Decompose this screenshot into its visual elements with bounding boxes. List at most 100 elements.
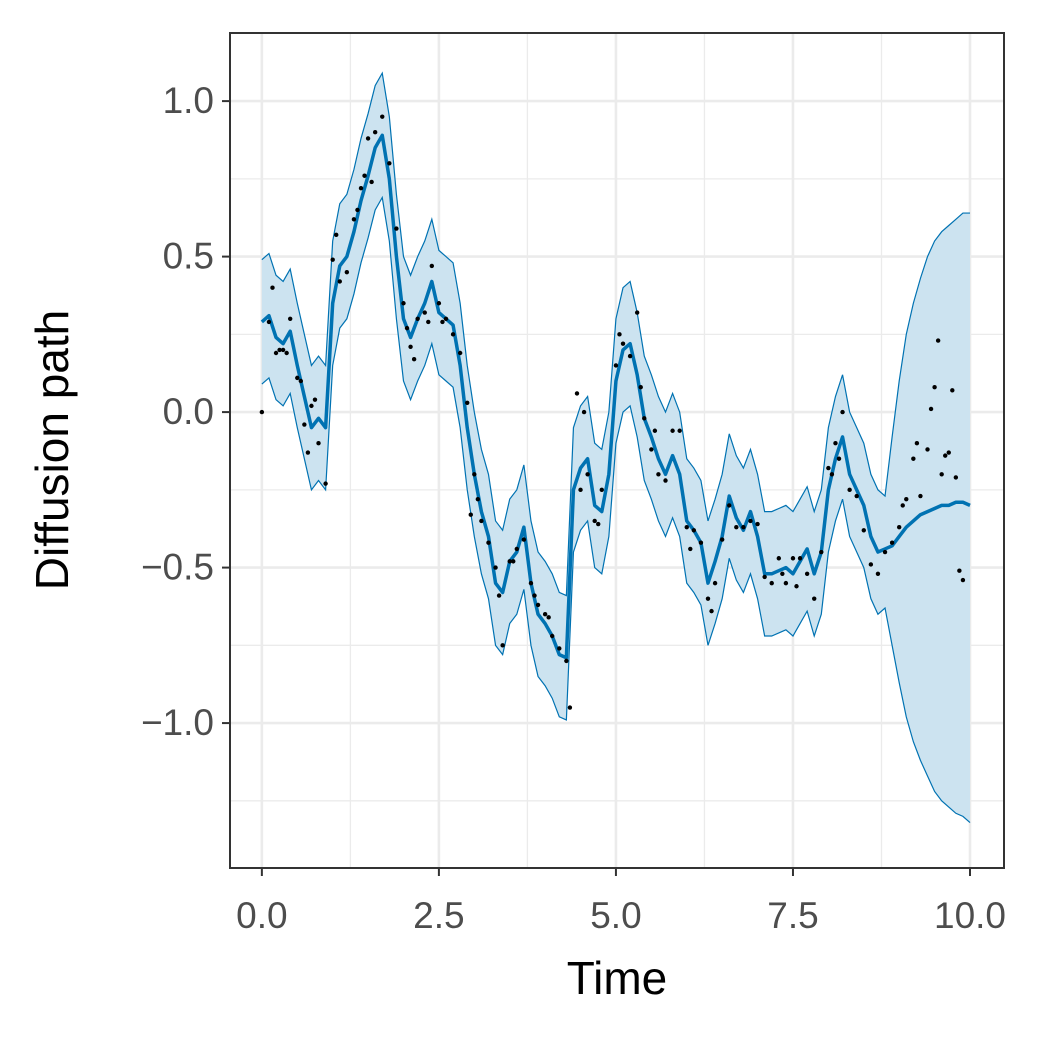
observation-point (904, 496, 909, 502)
observation-point (776, 556, 782, 561)
y-axis-title: Diffusion path (26, 310, 78, 590)
observation-point (472, 472, 477, 477)
observation-point (960, 577, 966, 583)
observation-point (684, 524, 689, 530)
observation-point (663, 478, 668, 483)
observation-point (957, 568, 962, 573)
observation-point (755, 521, 760, 527)
observation-point (642, 416, 647, 421)
observation-point (620, 341, 626, 346)
observation-point (351, 217, 357, 222)
x-tick-label: 0.0 (236, 895, 287, 936)
observation-point (284, 350, 289, 356)
observation-point (450, 332, 456, 337)
observation-point (925, 447, 930, 452)
observation-point (854, 493, 859, 499)
observation-point (670, 428, 675, 433)
observation-point (943, 453, 948, 458)
observation-point (691, 528, 697, 533)
observation-point (709, 608, 714, 614)
observation-point (475, 496, 481, 502)
observation-point (712, 580, 718, 586)
observation-point (950, 388, 955, 393)
observation-point (638, 385, 643, 390)
observation-point (861, 528, 866, 533)
observation-point (578, 487, 583, 493)
observation-point (298, 378, 304, 384)
observation-point (415, 316, 420, 321)
observation-point (734, 524, 739, 530)
x-tick-label: 2.5 (413, 895, 464, 936)
observation-point (280, 347, 286, 353)
x-tick-label: 5.0 (590, 895, 641, 936)
observation-point (932, 385, 937, 390)
observation-point (847, 487, 852, 493)
observation-point (465, 400, 470, 405)
observation-point (273, 350, 279, 356)
observation-point (719, 537, 725, 542)
observation-point (457, 350, 463, 356)
band-upper-edge (261, 71, 971, 597)
observation-point (443, 316, 449, 321)
observation-point (946, 450, 951, 455)
observation-point (496, 593, 502, 598)
observation-point (411, 357, 417, 362)
observation-point (613, 363, 619, 368)
observation-point (797, 556, 803, 561)
observation-point (656, 472, 661, 477)
observation-point (833, 440, 838, 446)
observation-point (440, 319, 445, 325)
observation-point (500, 643, 505, 648)
observation-point (557, 646, 562, 651)
observation-point (486, 540, 491, 545)
observation-point (550, 633, 555, 639)
observation-point (493, 565, 498, 570)
observation-point (436, 301, 442, 306)
observation-point (337, 279, 342, 284)
observation-point (928, 406, 934, 412)
observation-point (896, 524, 902, 530)
observation-point (542, 612, 548, 617)
observation-point (270, 285, 275, 290)
observation-point (358, 185, 364, 191)
observation-point (918, 493, 923, 499)
observation-point (688, 546, 693, 552)
observation-point (404, 325, 410, 331)
y-tick-label: 0.5 (163, 235, 214, 276)
observation-point (634, 310, 640, 315)
observation-point (826, 465, 831, 471)
observation-point (596, 521, 601, 527)
observation-point (362, 173, 367, 178)
observation-point (394, 226, 399, 231)
y-tick-label: 0.0 (163, 391, 214, 432)
observation-point (652, 428, 658, 433)
observation-point (829, 472, 835, 477)
y-tick-label: 1.0 (163, 80, 214, 121)
panel-border (229, 32, 1005, 869)
observation-point (429, 263, 435, 269)
observation-point (649, 447, 654, 452)
observation-point (882, 549, 888, 555)
observation-point (812, 596, 817, 601)
observation-point (408, 344, 413, 349)
x-tick-label: 10.0 (934, 895, 1006, 936)
observation-point (741, 524, 746, 530)
x-axis-title: Time (567, 952, 668, 1004)
y-tick-label: −0.5 (141, 546, 214, 587)
observation-point (507, 559, 512, 564)
observation-point (914, 440, 920, 446)
observation-point (592, 518, 597, 524)
observation-point (794, 584, 799, 589)
observation-point (564, 658, 569, 664)
observation-point (875, 571, 881, 577)
observation-point (468, 512, 473, 517)
observation-point (259, 409, 265, 415)
observation-point (581, 409, 587, 415)
observation-point (532, 593, 537, 598)
observation-point (935, 338, 941, 343)
observation-point (287, 316, 293, 321)
observation-point (312, 397, 318, 402)
observation-point (617, 332, 622, 337)
observation-point (316, 440, 321, 446)
